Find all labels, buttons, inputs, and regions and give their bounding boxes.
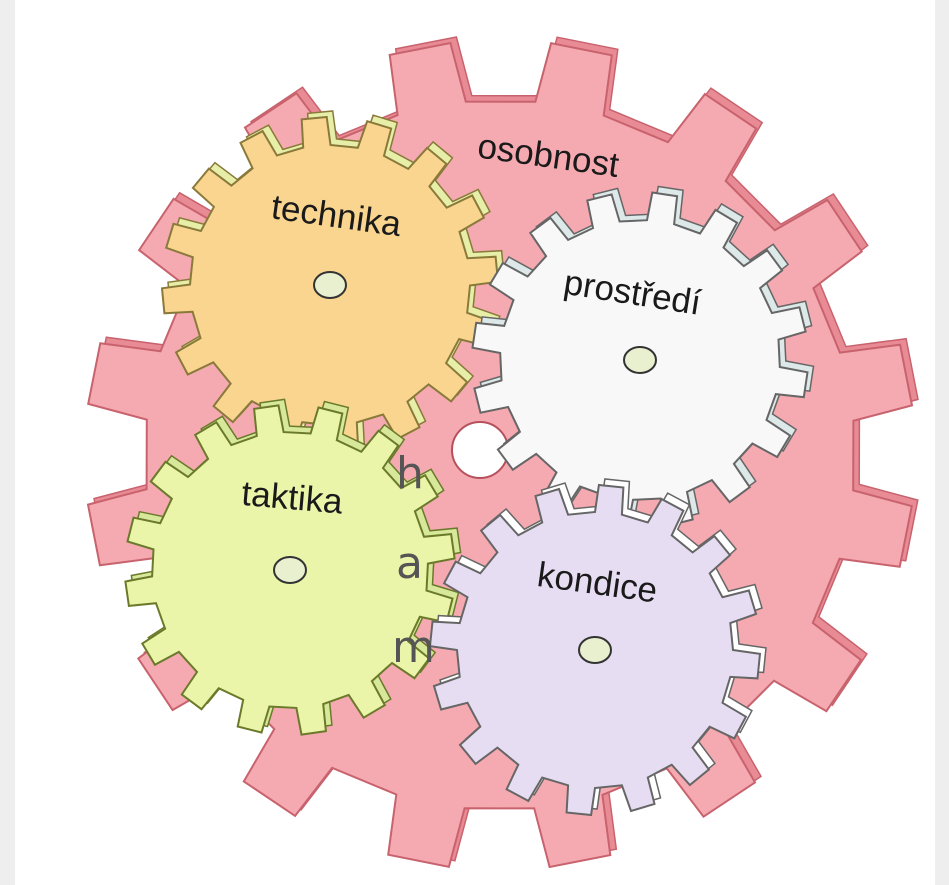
- background-text: m: [392, 622, 435, 673]
- gear-hole: [624, 347, 656, 373]
- gear-hole: [314, 272, 346, 298]
- background-text: h: [396, 448, 424, 499]
- gear-hole: [274, 557, 306, 583]
- background-text: a: [396, 538, 423, 589]
- page: {"background_text": ["h", "a", "m"], "ge…: [0, 0, 949, 885]
- gear-hole: [579, 637, 611, 663]
- screen: osobnosttechnikaprostředítaktikakondice …: [0, 0, 949, 885]
